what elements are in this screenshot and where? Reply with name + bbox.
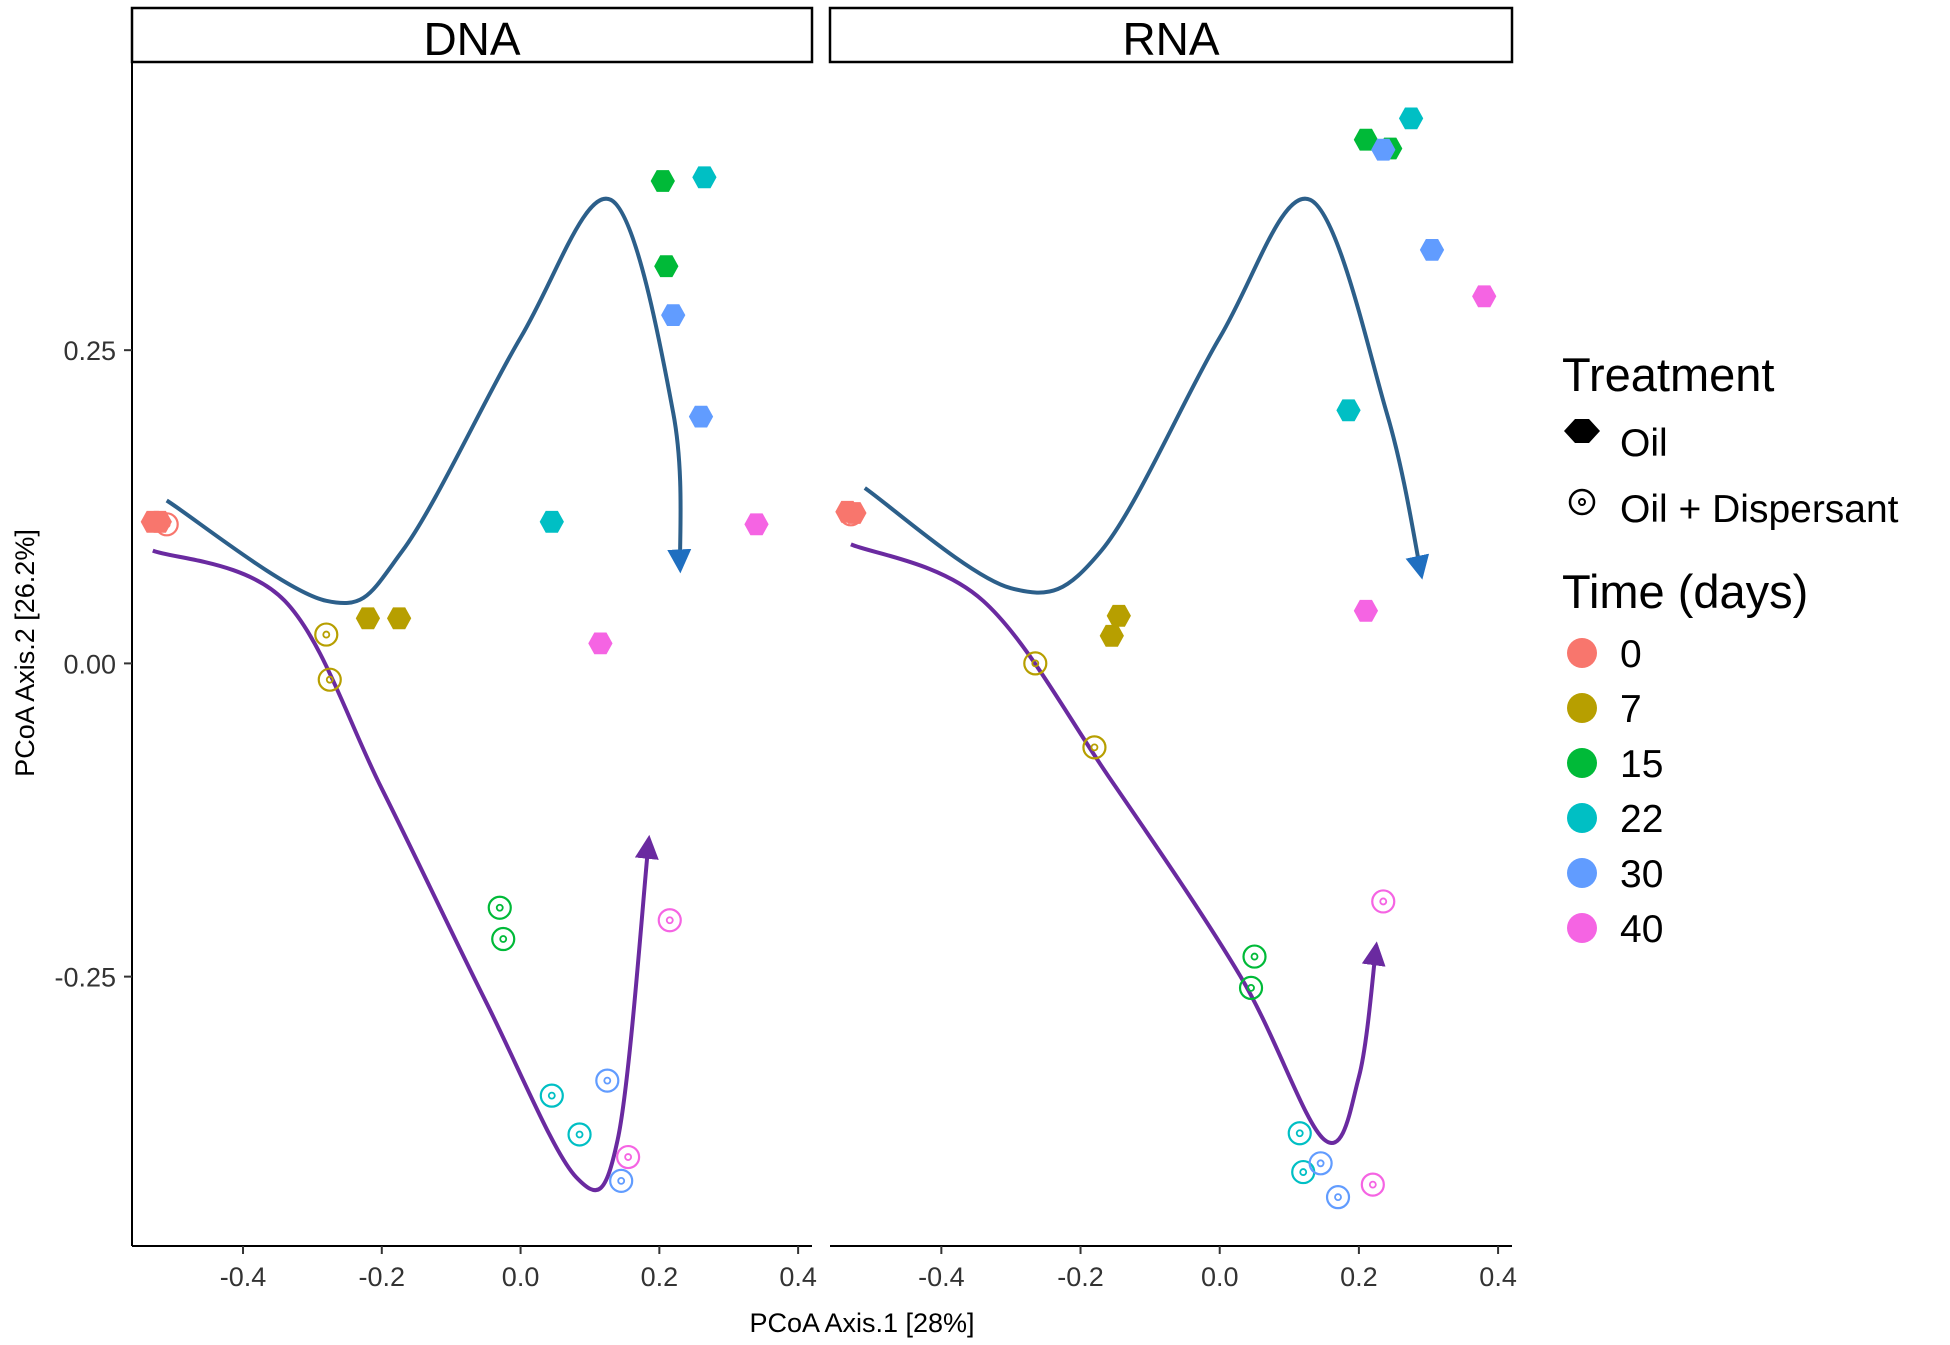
- legend-item-oil: Oil: [1564, 419, 1668, 465]
- y-tick-label: 0.00: [63, 649, 116, 679]
- x-tick-label: 0.0: [502, 1262, 540, 1292]
- data-point-oil: [1106, 604, 1131, 627]
- y-tick-label: 0.25: [63, 336, 116, 366]
- data-point-oil-dispersant: [567, 1122, 592, 1147]
- data-point-oil-dispersant: [154, 512, 179, 537]
- data-point-oil-dispersant: [1238, 975, 1264, 1001]
- data-point-oil-dispersant: [1371, 889, 1396, 914]
- data-point-oil-dispersant: [609, 1168, 634, 1193]
- data-point-oil-dispersant: [539, 1083, 564, 1108]
- data-point-oil-dispersant: [1287, 1121, 1312, 1146]
- data-point-oil: [1472, 285, 1497, 308]
- data-point-oil-dispersant: [1291, 1159, 1316, 1185]
- data-point-oil: [1099, 624, 1124, 647]
- legend-label-time: 22: [1620, 798, 1663, 841]
- x-tick-label: -0.2: [359, 1262, 406, 1292]
- trajectory-oil-dispersant: [850, 542, 1386, 1145]
- data-point-oil-dispersant: [595, 1068, 620, 1093]
- legend-label-time: 15: [1620, 743, 1663, 786]
- data-point-oil: [692, 166, 717, 189]
- x-tick-label: 0.4: [779, 1262, 817, 1292]
- x-tick-label: -0.4: [220, 1262, 267, 1292]
- legend-label-time: 7: [1620, 688, 1642, 731]
- data-point-oil-dispersant: [317, 667, 342, 692]
- data-point-oil-dispersant: [1360, 1172, 1385, 1197]
- x-axis-title: PCoA Axis.1 [28%]: [749, 1308, 974, 1338]
- legend-title-time: Time (days): [1562, 565, 1808, 618]
- data-point-oil-dispersant: [616, 1144, 641, 1170]
- x-tick-label: 0.2: [1340, 1262, 1378, 1292]
- data-point-oil-dispersant: [1325, 1185, 1351, 1210]
- legend-symbol-target: [1568, 488, 1596, 516]
- legend: Treatment Oil Oil + Dispersant Time (day…: [1562, 348, 1899, 951]
- panel-rna: -0.4 -0.2 0.0 0.2 0.4: [830, 107, 1517, 1292]
- strip-dna: DNA: [130, 6, 814, 65]
- data-point-oil: [355, 607, 381, 630]
- data-point-oil: [1419, 239, 1445, 261]
- data-point-oil-dispersant: [314, 622, 339, 647]
- strip-rna: RNA: [828, 6, 1514, 65]
- data-point-oil-dispersant: [1023, 651, 1048, 676]
- legend-swatch: [1567, 803, 1597, 833]
- strip-label-rna: RNA: [1122, 13, 1219, 65]
- legend-swatch: [1567, 913, 1597, 943]
- data-point-oil: [1398, 107, 1424, 130]
- legend-label-time: 0: [1620, 633, 1642, 676]
- legend-item-time-40: 40: [1567, 908, 1663, 951]
- legend-item-time-30: 30: [1567, 853, 1663, 896]
- data-point-oil-dispersant: [491, 926, 516, 952]
- legend-label-time: 40: [1620, 908, 1663, 951]
- trajectory-oil: [863, 196, 1430, 595]
- data-point-oil-dispersant: [1308, 1151, 1333, 1176]
- legend-label-oil-dispersant: Oil + Dispersant: [1620, 488, 1899, 531]
- data-point-oil-dispersant: [657, 908, 682, 933]
- data-point-oil-dispersant: [838, 502, 863, 527]
- x-tick-label: 0.0: [1201, 1262, 1239, 1292]
- legend-item-oil-dispersant: Oil + Dispersant: [1568, 488, 1899, 531]
- legend-symbol-filled: [1564, 419, 1600, 443]
- data-point-oil-dispersant: [1082, 735, 1107, 760]
- panel-dna: -0.4 -0.2 0.0 0.2 0.4: [131, 62, 817, 1292]
- data-point-oil: [1336, 399, 1361, 422]
- trajectory-oil: [165, 196, 692, 606]
- y-tick-label: -0.25: [54, 963, 116, 993]
- data-point-oil: [654, 255, 679, 278]
- data-point-oil: [1371, 138, 1396, 161]
- strip-label-dna: DNA: [423, 13, 520, 65]
- legend-swatch: [1567, 748, 1597, 778]
- y-axis-ticks: 0.25 0.00 -0.25: [54, 336, 132, 993]
- data-point-oil: [688, 405, 714, 428]
- legend-item-time-15: 15: [1567, 743, 1663, 786]
- x-tick-label: -0.2: [1057, 1262, 1104, 1292]
- data-point-oil: [539, 510, 564, 533]
- data-point-oil: [588, 632, 613, 655]
- data-point-oil: [386, 607, 412, 630]
- y-axis-title: PCoA Axis.2 [26.2%]: [10, 529, 40, 777]
- legend-title-treatment: Treatment: [1562, 348, 1774, 401]
- legend-swatch: [1567, 638, 1597, 668]
- legend-swatch: [1567, 693, 1597, 723]
- data-point-oil: [650, 170, 675, 192]
- legend-swatch: [1567, 858, 1597, 888]
- data-point-oil-dispersant: [487, 895, 512, 920]
- data-point-oil: [661, 304, 686, 326]
- legend-item-time-0: 0: [1567, 633, 1642, 676]
- data-point-oil: [744, 513, 769, 536]
- x-tick-label: -0.4: [918, 1262, 965, 1292]
- legend-item-time-7: 7: [1567, 688, 1642, 731]
- data-point-oil-dispersant: [1242, 944, 1267, 969]
- x-tick-label: 0.2: [641, 1262, 679, 1292]
- data-point-oil: [1353, 599, 1379, 622]
- legend-item-time-22: 22: [1567, 798, 1663, 841]
- x-tick-label: 0.4: [1479, 1262, 1517, 1292]
- legend-label-oil: Oil: [1620, 422, 1668, 465]
- trajectory-oil-dispersant: [152, 548, 659, 1193]
- legend-label-time: 30: [1620, 853, 1663, 896]
